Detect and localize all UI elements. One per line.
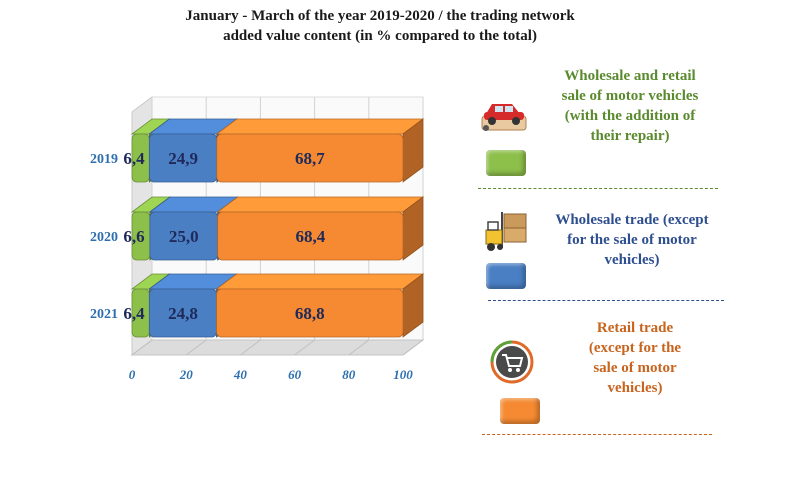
legend-divider-3 (482, 434, 712, 435)
data-label: 68,8 (295, 304, 325, 323)
x-tick-label: 40 (233, 367, 248, 382)
legend-swatch-wholesale (486, 263, 526, 289)
legend-swatch-retail (500, 398, 540, 424)
legend-3-line-3: sale of motor (593, 360, 677, 376)
car-icon (478, 92, 530, 134)
x-tick-label: 100 (393, 367, 413, 382)
legend-text-wholesale: Wholesale trade (except for the sale of … (532, 210, 732, 270)
data-label: 6,4 (123, 304, 145, 323)
legend-2-line-3: vehicles) (604, 252, 660, 268)
x-gridline-floor (131, 339, 153, 356)
data-label: 25,0 (169, 227, 199, 246)
x-gridline-floor (294, 339, 315, 356)
bar-segment (216, 133, 404, 183)
category-label: 2020 (90, 230, 118, 245)
bar-segment-top (215, 273, 425, 290)
chart-floor (130, 339, 425, 356)
chart-title-line-1: January - March of the year 2019-2020 / … (185, 8, 575, 24)
forklift-icon (482, 210, 532, 254)
category-label: 2021 (90, 307, 118, 322)
bar-segment (217, 211, 404, 261)
legend-3-line-2: (except for the (588, 340, 682, 356)
chart-title-line-2: added value content (in % compared to th… (223, 28, 537, 44)
legend-1-line-1: Wholesale and retail (564, 68, 696, 84)
x-tick-label: 80 (342, 367, 356, 382)
data-label: 24,8 (168, 304, 198, 323)
x-gridline-floor (185, 339, 207, 356)
x-tick-label: 0 (129, 367, 136, 382)
x-gridline-floor (240, 339, 261, 356)
data-label: 68,7 (295, 149, 325, 168)
data-label: 6,4 (123, 149, 145, 168)
data-label: 24,9 (168, 149, 198, 168)
x-tick-label: 60 (288, 367, 302, 382)
legend-3-line-1: Retail trade (596, 320, 674, 336)
chart-title: January - March of the year 2019-2020 / … (100, 6, 660, 46)
legend-divider-2 (488, 300, 724, 301)
legend-swatch-motor-vehicles (486, 150, 526, 176)
legend-2-line-2: for the sale of motor (567, 232, 697, 248)
legend-text-motor-vehicles: Wholesale and retail sale of motor vehic… (520, 66, 740, 146)
bar-segment-top (215, 118, 425, 135)
x-gridline-floor (402, 339, 424, 356)
legend-1-line-4: their repair) (590, 128, 670, 144)
data-label: 6,6 (123, 227, 144, 246)
legend-text-retail: Retail trade (except for the sale of mot… (540, 318, 730, 398)
legend-divider-1 (478, 188, 718, 189)
bar-segment-top (216, 196, 425, 213)
x-gridline-floor (348, 339, 370, 356)
legend-1-line-3: (with the addition of (564, 108, 696, 124)
legend-2-line-1: Wholesale trade (except (555, 212, 709, 228)
shopping-cart-icon (490, 340, 534, 384)
legend-1-line-2: sale of motor vehicles (561, 88, 699, 104)
data-label: 68,4 (295, 227, 325, 246)
category-label: 2019 (90, 152, 118, 167)
bar-segment (216, 288, 404, 338)
x-tick-label: 20 (179, 367, 194, 382)
legend-3-line-4: vehicles) (607, 380, 663, 396)
